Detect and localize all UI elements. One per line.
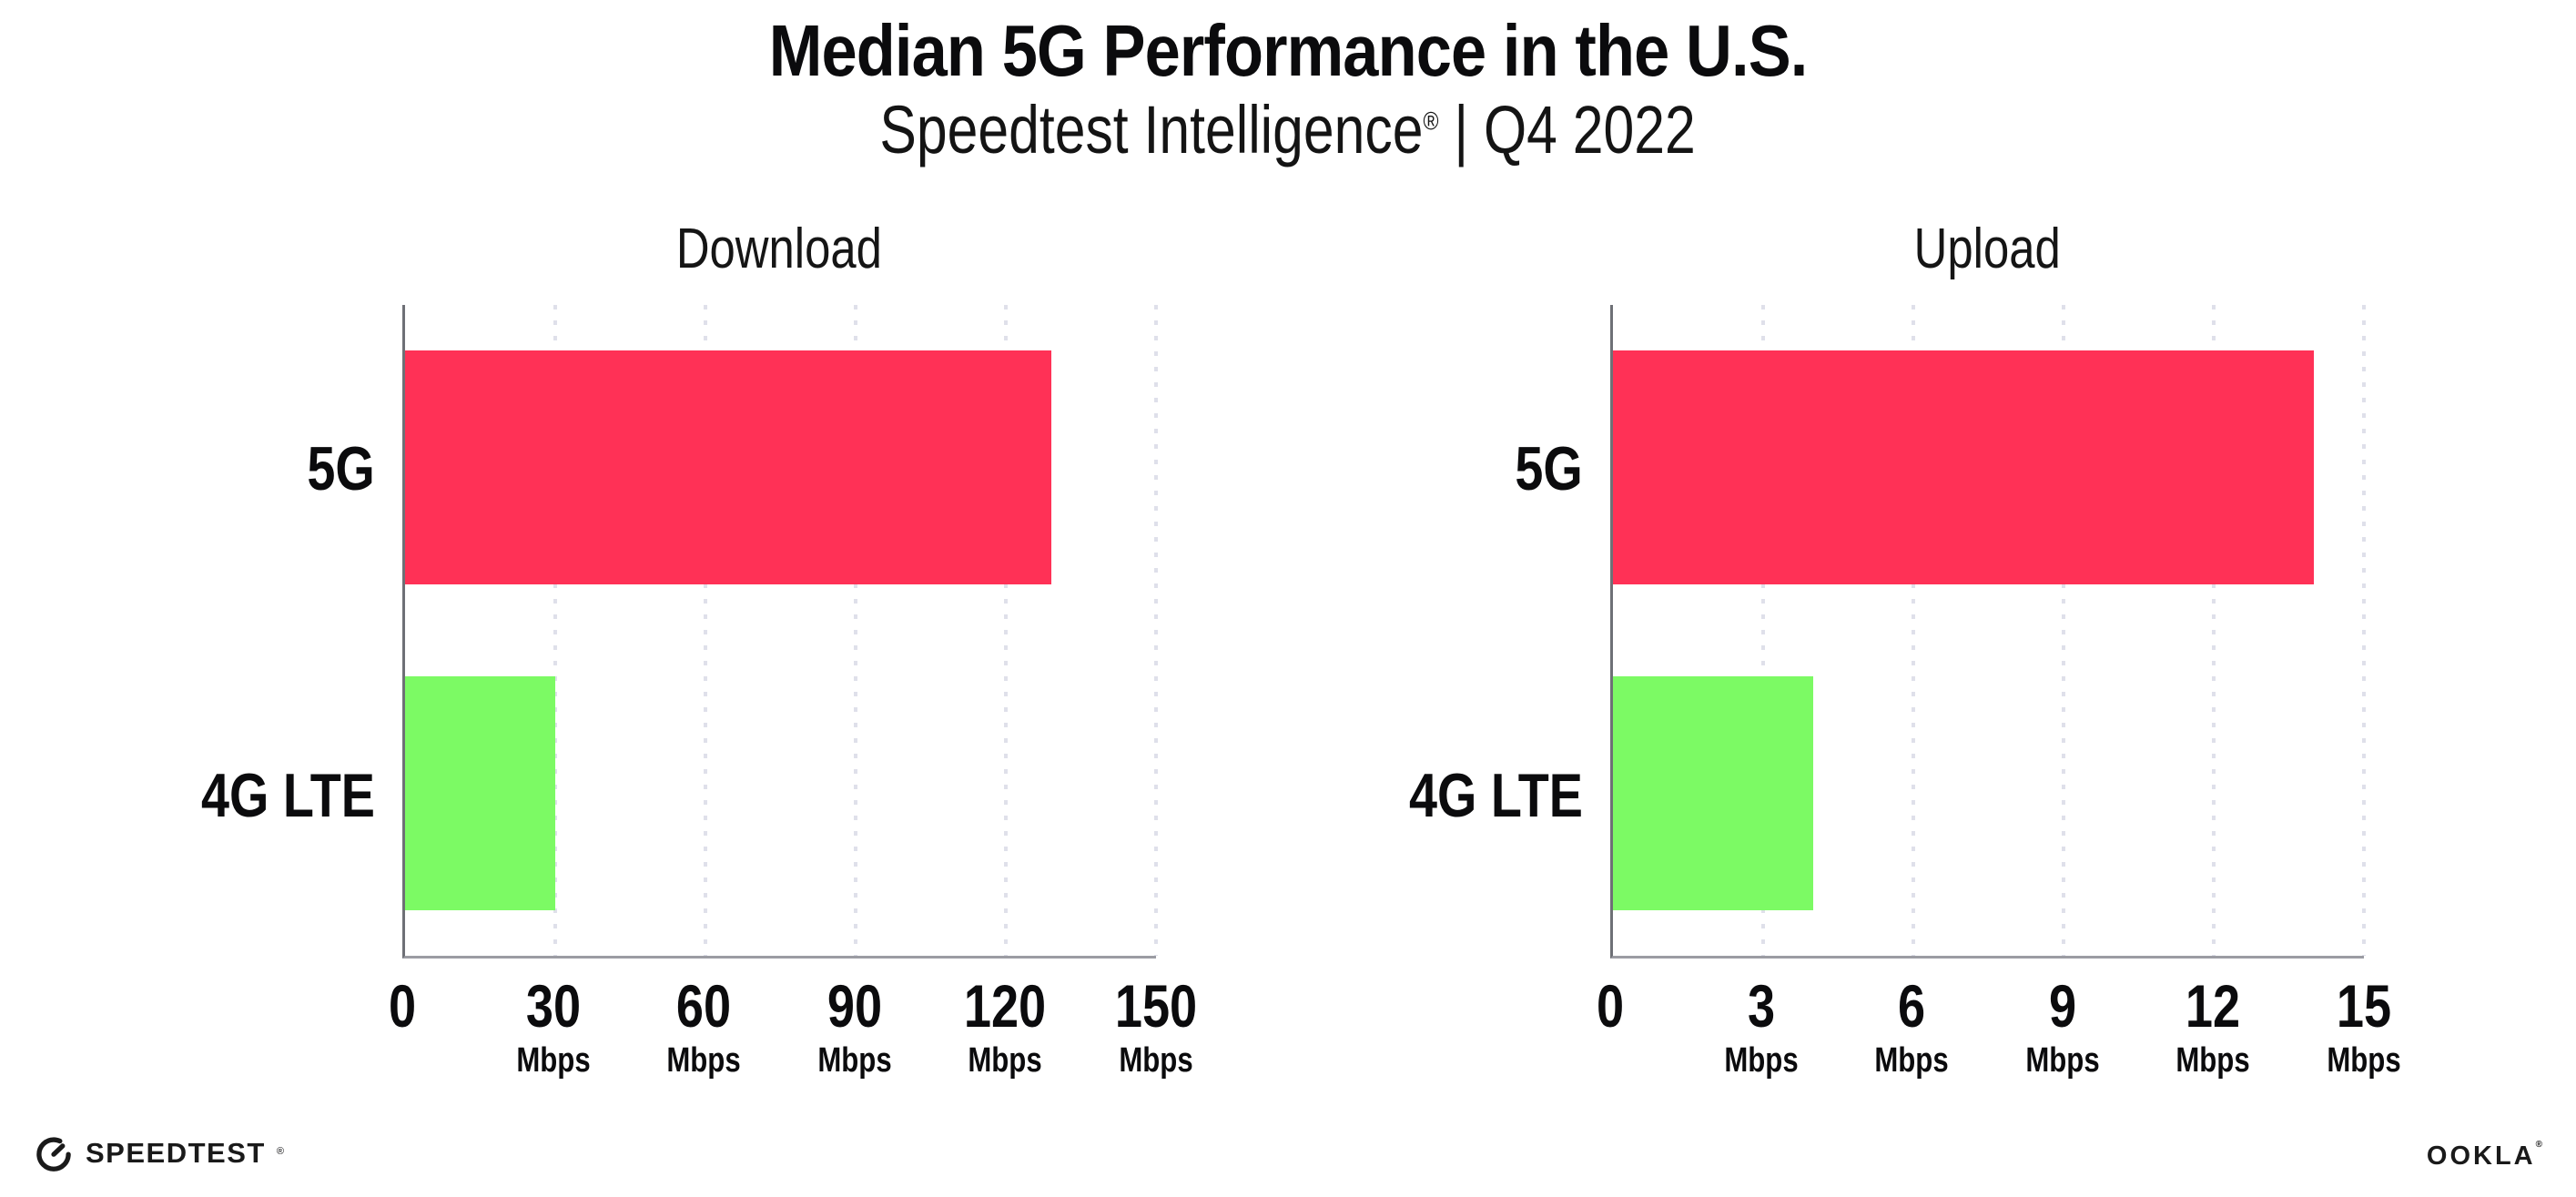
tick-label: 0: [1596, 972, 1625, 1040]
category-label-4g-lte: 4G LTE: [1408, 760, 1583, 830]
gridline: [854, 305, 857, 956]
gridline: [1761, 305, 1765, 956]
download-x-axis: 0 30 Mbps 60 Mbps 90 Mbps 120 Mbps 150 Mbps: [389, 972, 1197, 1103]
bar-row-4g-lte: [405, 631, 1156, 957]
download-chart: Download 5G 4G LTE 0 30 Mbps 60 Mbps: [201, 0, 1197, 1197]
tick-label: 90 Mbps: [817, 972, 892, 1080]
category-label-4g-lte: 4G LTE: [200, 760, 375, 830]
download-chart-title: Download: [675, 218, 883, 280]
tick-label: 15 Mbps: [2327, 972, 2401, 1080]
ookla-wordmark: OOKLA: [2426, 1141, 2536, 1171]
upload-x-axis: 0 3 Mbps 6 Mbps 9 Mbps 12 Mbps 15 Mbps: [1597, 972, 2401, 1103]
ookla-logo: OOKLA®: [2426, 1140, 2545, 1172]
gridline: [2362, 305, 2366, 956]
page-subtitle: Speedtest Intelligence® | Q4 2022: [0, 95, 2576, 166]
registered-mark-icon: ®: [276, 1145, 284, 1157]
tick-label: 30 Mbps: [515, 972, 591, 1080]
bar-5g-upload: [1613, 350, 2314, 585]
tick-label: 12 Mbps: [2175, 972, 2251, 1080]
bar-4g-lte-download: [405, 675, 555, 910]
gridline: [2212, 305, 2216, 956]
upload-chart: Upload 5G 4G LTE 0 3 Mbps 6 Mbps: [1409, 0, 2401, 1197]
gridline: [1154, 305, 1158, 956]
upload-chart-title: Upload: [1913, 218, 2061, 280]
gridline: [553, 305, 557, 956]
category-label-5g: 5G: [1515, 433, 1583, 503]
subtitle-brand: Speedtest Intelligence: [879, 92, 1424, 167]
bar-5g-download: [405, 350, 1051, 585]
gridline: [704, 305, 707, 956]
gridline: [1004, 305, 1008, 956]
tick-label: 0: [388, 972, 417, 1040]
upload-plot-area: [1610, 305, 2366, 959]
download-plot-area: [402, 305, 1158, 959]
speedtest-wordmark: SPEEDTEST: [86, 1137, 266, 1169]
gridline: [1912, 305, 1915, 956]
tick-label: 3 Mbps: [1723, 972, 1799, 1080]
speedtest-logo: SPEEDTEST ®: [33, 1132, 284, 1174]
gridline: [2062, 305, 2065, 956]
tick-label: 9 Mbps: [2025, 972, 2100, 1080]
subtitle-period: | Q4 2022: [1438, 92, 1697, 167]
bar-row-5g: [1613, 305, 2364, 631]
download-category-axis: 5G 4G LTE: [75, 305, 375, 959]
tick-label: 150 Mbps: [1114, 972, 1198, 1080]
registered-mark-icon: ®: [2535, 1140, 2545, 1150]
tick-label: 120 Mbps: [964, 972, 1047, 1080]
tick-label: 6 Mbps: [1874, 972, 1949, 1080]
upload-category-axis: 5G 4G LTE: [1283, 305, 1583, 959]
tick-label: 60 Mbps: [666, 972, 741, 1080]
bar-row-4g-lte: [1613, 631, 2364, 957]
category-label-5g: 5G: [307, 433, 375, 503]
page-title: Median 5G Performance in the U.S.: [768, 10, 1809, 91]
speedtest-gauge-icon: [33, 1132, 75, 1174]
bar-row-5g: [405, 305, 1156, 631]
bar-4g-lte-upload: [1613, 675, 1813, 910]
registered-mark-icon: ®: [1423, 107, 1439, 136]
